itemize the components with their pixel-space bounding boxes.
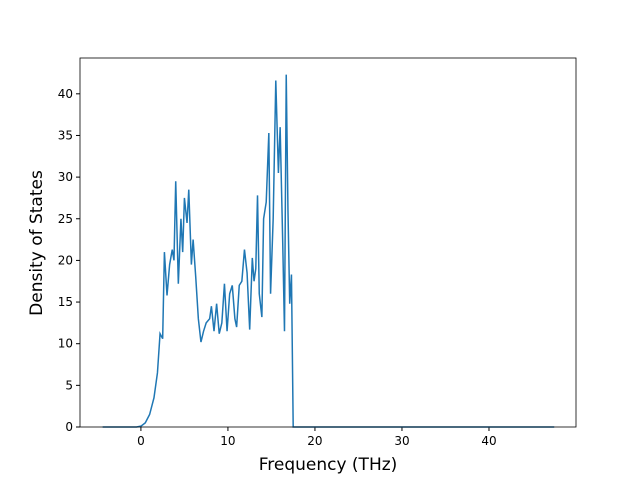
y-tick-label: 30	[58, 170, 73, 184]
y-tick-label: 5	[65, 378, 73, 392]
y-tick-label: 40	[58, 87, 73, 101]
y-tick-label: 0	[65, 420, 73, 434]
y-axis-label: Density of States	[27, 170, 47, 316]
y-tick-label: 25	[58, 212, 73, 226]
x-tick-label: 30	[394, 434, 409, 448]
y-tick-label: 15	[58, 295, 73, 309]
x-axis-label: Frequency (THz)	[259, 455, 398, 475]
x-tick-label: 0	[137, 434, 145, 448]
x-tick-label: 40	[481, 434, 496, 448]
y-tick-label: 20	[58, 253, 73, 267]
plot-frame	[79, 57, 577, 428]
y-tick-label: 35	[58, 128, 73, 142]
x-tick-label: 10	[220, 434, 235, 448]
y-tick-label: 10	[58, 337, 73, 351]
x-tick-label: 20	[307, 434, 322, 448]
line	[102, 74, 555, 428]
